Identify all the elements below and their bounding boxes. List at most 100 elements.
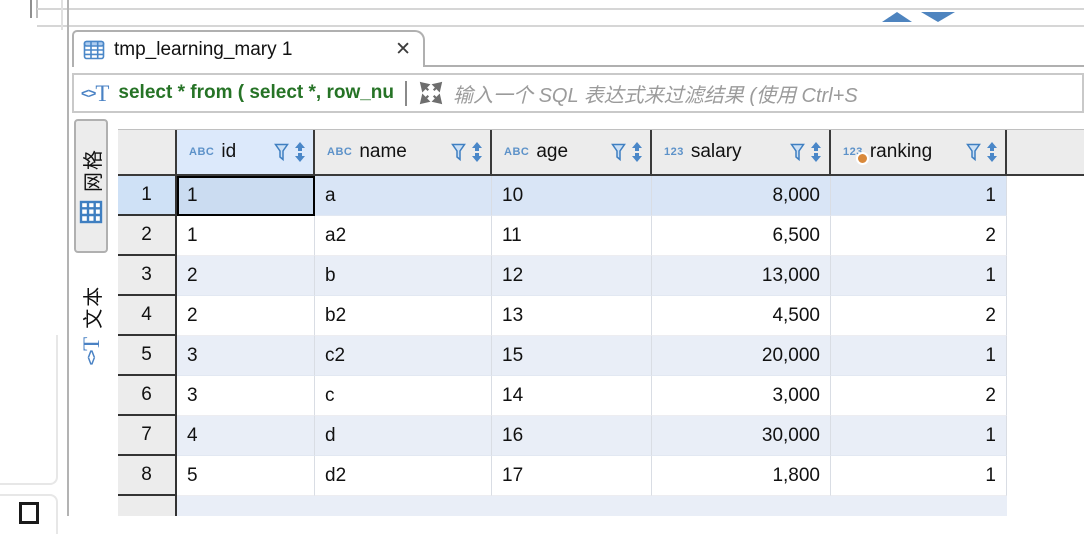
row-number[interactable]: 8 — [118, 456, 177, 496]
cell-salary[interactable]: 1,800 — [652, 456, 831, 496]
cell-ranking[interactable]: 2 — [831, 296, 1007, 336]
cell-name[interactable]: b — [315, 256, 492, 296]
row-number[interactable] — [118, 496, 177, 516]
scroll-up-icon[interactable] — [882, 12, 912, 22]
cell-ranking[interactable]: 1 — [831, 416, 1007, 456]
row-number-header[interactable] — [118, 130, 177, 174]
cell-id[interactable]: 2 — [177, 296, 315, 336]
filter-funnel-icon[interactable] — [611, 143, 626, 162]
table-row: 3 2 b 12 13,000 1 — [118, 256, 1084, 296]
filter-bar[interactable]: <> T select * from ( select *, row_nu 输入一… — [72, 73, 1084, 113]
row-number[interactable]: 4 — [118, 296, 177, 336]
cell-id[interactable]: 1 — [177, 176, 315, 216]
cell-name[interactable]: a2 — [315, 216, 492, 256]
row-number[interactable]: 5 — [118, 336, 177, 376]
cell-ranking[interactable]: 2 — [831, 216, 1007, 256]
row-number[interactable]: 2 — [118, 216, 177, 256]
table-icon — [83, 40, 105, 59]
cell-ranking[interactable]: 1 — [831, 456, 1007, 496]
cell-salary[interactable]: 4,500 — [652, 296, 831, 336]
cell-salary[interactable]: 13,000 — [652, 256, 831, 296]
cell-salary[interactable]: 3,000 — [652, 376, 831, 416]
sort-icon[interactable] — [986, 142, 998, 162]
row-number[interactable]: 1 — [118, 176, 177, 216]
expand-icon[interactable] — [418, 80, 444, 106]
column-header-age[interactable]: ABC age — [492, 130, 652, 174]
panel-divider — [37, 25, 1084, 27]
cell-name[interactable]: c2 — [315, 336, 492, 376]
sidetab-grid[interactable]: 网格 — [74, 119, 108, 253]
cell-salary[interactable]: 8,000 — [652, 176, 831, 216]
table-row: 2 1 a2 11 6,500 2 — [118, 216, 1084, 256]
row-number[interactable]: 6 — [118, 376, 177, 416]
partial-row — [118, 496, 1084, 516]
panel-sash — [61, 0, 63, 30]
cell-id[interactable]: 3 — [177, 336, 315, 376]
column-header-ranking[interactable]: 123 ranking — [831, 130, 1007, 174]
cell-id[interactable]: 1 — [177, 216, 315, 256]
close-icon[interactable]: ✕ — [395, 39, 411, 60]
text-view-icon: <> T — [78, 336, 104, 366]
row-number[interactable]: 3 — [118, 256, 177, 296]
grid-icon — [79, 200, 103, 224]
cell-id[interactable]: 5 — [177, 456, 315, 496]
sort-icon[interactable] — [294, 142, 306, 162]
cell-ranking[interactable]: 1 — [831, 336, 1007, 376]
filter-placeholder[interactable]: 输入一个 SQL 表达式来过滤结果 (使用 Ctrl+S — [453, 84, 858, 107]
sidetab-grid-label: 网格 — [82, 148, 105, 192]
filter-funnel-icon[interactable] — [451, 143, 466, 162]
scroll-down-icon[interactable] — [921, 12, 955, 22]
cell-name[interactable]: d — [315, 416, 492, 456]
cell-ranking[interactable]: 1 — [831, 256, 1007, 296]
column-header-salary[interactable]: 123 salary — [652, 130, 831, 174]
cell-age[interactable]: 17 — [492, 456, 652, 496]
filter-funnel-icon[interactable] — [790, 143, 805, 162]
table-row: 5 3 c2 15 20,000 1 — [118, 336, 1084, 376]
cell-id[interactable]: 2 — [177, 256, 315, 296]
filter-sql-text[interactable]: select * from ( select *, row_nu — [118, 82, 395, 103]
cell-id[interactable]: 4 — [177, 416, 315, 456]
cell-age[interactable]: 12 — [492, 256, 652, 296]
row-filler — [1007, 336, 1084, 376]
row-number[interactable]: 7 — [118, 416, 177, 456]
column-header-id[interactable]: ABC id — [177, 130, 315, 174]
cell-name[interactable]: a — [315, 176, 492, 216]
table-row: 8 5 d2 17 1,800 1 — [118, 456, 1084, 496]
filter-separator — [405, 80, 408, 106]
cell-ranking[interactable]: 2 — [831, 376, 1007, 416]
partial-row-cells — [177, 496, 1007, 516]
left-panel-corner — [0, 494, 58, 534]
cell-id[interactable]: 3 — [177, 376, 315, 416]
sql-expression-icon: <> T — [81, 80, 110, 106]
type-number-icon: 123 — [843, 146, 869, 165]
type-string-icon: ABC — [327, 146, 353, 158]
cell-name[interactable]: b2 — [315, 296, 492, 336]
table-row: 4 2 b2 13 4,500 2 — [118, 296, 1084, 336]
cell-age[interactable]: 14 — [492, 376, 652, 416]
sidetab-text[interactable]: <> T 文本 — [74, 264, 108, 386]
sort-icon[interactable] — [471, 142, 483, 162]
stop-square-icon[interactable] — [19, 502, 39, 524]
cell-name[interactable]: c — [315, 376, 492, 416]
cell-age[interactable]: 11 — [492, 216, 652, 256]
column-label: id — [221, 141, 237, 162]
header-filler — [1007, 130, 1084, 174]
cell-age[interactable]: 10 — [492, 176, 652, 216]
filter-funnel-icon[interactable] — [274, 143, 289, 162]
sort-icon[interactable] — [810, 142, 822, 162]
cell-salary[interactable]: 30,000 — [652, 416, 831, 456]
cell-age[interactable]: 13 — [492, 296, 652, 336]
filter-funnel-icon[interactable] — [966, 143, 981, 162]
cell-salary[interactable]: 20,000 — [652, 336, 831, 376]
cell-age[interactable]: 15 — [492, 336, 652, 376]
tab-result[interactable]: tmp_learning_mary 1 ✕ — [72, 30, 425, 67]
row-filler — [1007, 256, 1084, 296]
panel-sash[interactable] — [67, 0, 69, 516]
sort-icon[interactable] — [631, 142, 643, 162]
sidetab-text-label: 文本 — [82, 284, 105, 329]
cell-age[interactable]: 16 — [492, 416, 652, 456]
cell-ranking[interactable]: 1 — [831, 176, 1007, 216]
cell-salary[interactable]: 6,500 — [652, 216, 831, 256]
column-header-name[interactable]: ABC name — [315, 130, 492, 174]
cell-name[interactable]: d2 — [315, 456, 492, 496]
